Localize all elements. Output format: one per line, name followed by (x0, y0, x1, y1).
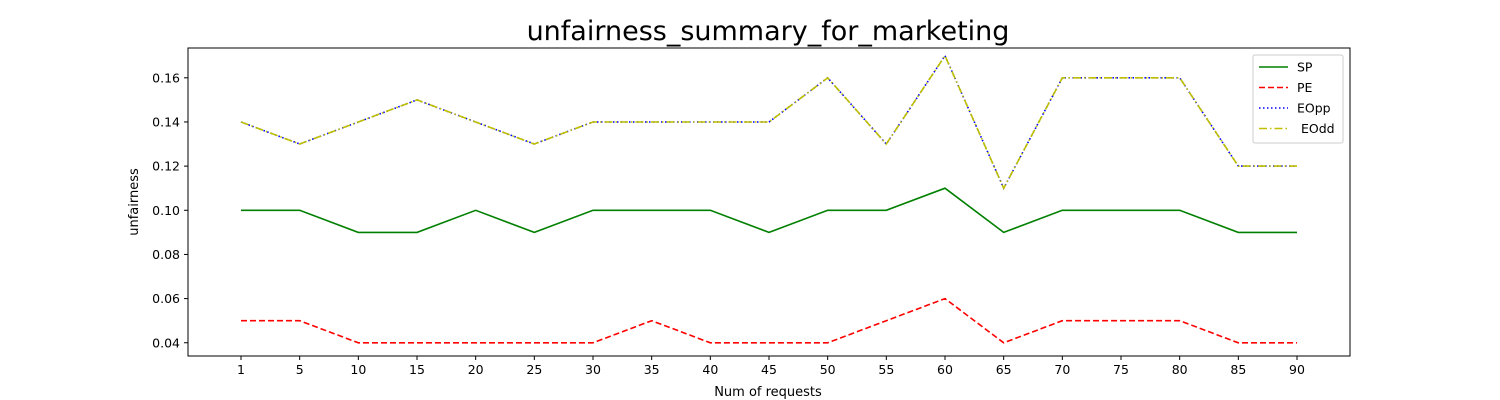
series-line-eopp (240, 54, 1297, 191)
legend-frame (1252, 54, 1344, 144)
chart-title: unfairness_summary_for_marketing (527, 16, 1010, 47)
x-tick-label: 65 (996, 362, 1012, 377)
series-line-eodd (240, 54, 1297, 191)
x-tick-label: 80 (1172, 362, 1188, 377)
legend-label-sp: SP (1297, 60, 1313, 75)
plot-frame (187, 47, 1351, 357)
y-tick-label: 0.14 (152, 114, 180, 129)
x-tick-label: 30 (585, 362, 601, 377)
x-tick-label: 5 (296, 362, 304, 377)
x-tick-label: 75 (1113, 362, 1129, 377)
plot-area (187, 47, 1351, 357)
x-tick-label: 10 (350, 362, 366, 377)
x-tick-label: 25 (526, 362, 542, 377)
y-axis: 0.04 0.06 0.08 0.10 0.12 0.14 0.16 (152, 70, 188, 350)
series-line-pe (241, 297, 1297, 344)
x-tick-label: 90 (1289, 362, 1305, 377)
y-tick-label: 0.08 (152, 247, 180, 262)
x-tick-label: 60 (937, 362, 953, 377)
x-tick-label: 50 (820, 362, 836, 377)
series-line-sp (241, 187, 1297, 234)
x-tick-label: 55 (878, 362, 894, 377)
series-lines (240, 54, 1297, 344)
y-axis-label: unfairness (127, 168, 142, 236)
x-tick-label: 70 (1054, 362, 1070, 377)
x-tick-label: 35 (644, 362, 660, 377)
x-tick-label: 1 (237, 362, 245, 377)
x-axis: 1 5 10 15 20 25 30 35 40 45 50 55 60 65 70 75 80 85 90 (237, 356, 1305, 377)
y-tick-label: 0.10 (152, 203, 180, 218)
y-tick-label: 0.06 (152, 291, 180, 306)
x-tick-label: 15 (409, 362, 425, 377)
y-tick-label: 0.16 (152, 70, 180, 85)
legend-label-eopp: EOpp (1297, 101, 1331, 116)
legend-label-eodd: EOdd (1297, 121, 1335, 136)
x-tick-label: 85 (1230, 362, 1246, 377)
x-axis-label: Num of requests (714, 385, 822, 400)
y-tick-label: 0.12 (152, 159, 180, 174)
legend-label-pe: PE (1297, 80, 1313, 95)
x-tick-label: 45 (761, 362, 777, 377)
x-tick-label: 20 (468, 362, 484, 377)
legend: SP PE EOpp EOdd (1252, 54, 1344, 144)
y-tick-label: 0.04 (152, 335, 180, 350)
x-tick-label: 40 (702, 362, 718, 377)
